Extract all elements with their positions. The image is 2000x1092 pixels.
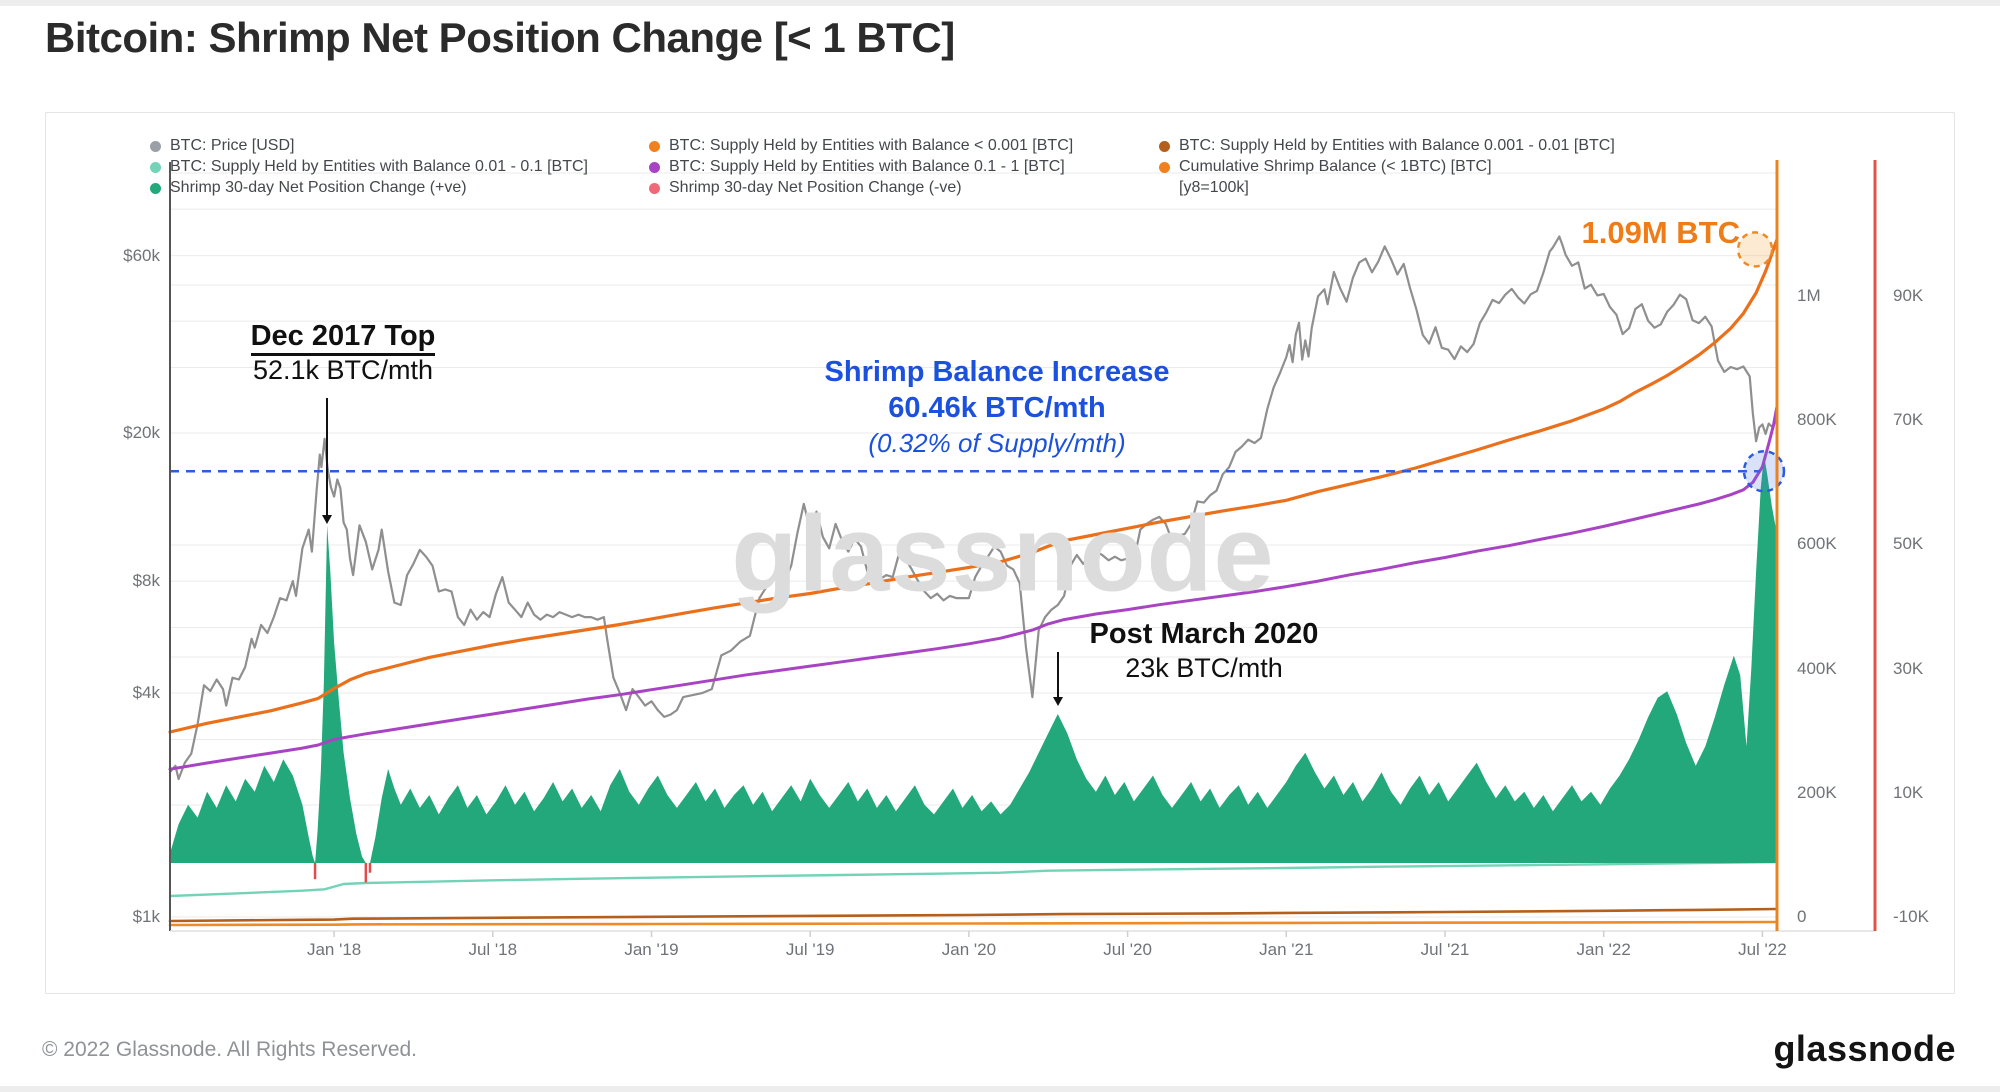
- annotation-dec-2017-title: Dec 2017 Top: [250, 320, 436, 356]
- footer-copyright: © 2022 Glassnode. All Rights Reserved.: [42, 1038, 418, 1061]
- annotation-shrimp-title: Shrimp Balance Increase: [824, 356, 1170, 388]
- annotation-arrow-post-march: [1053, 652, 1063, 706]
- top-edge-strip: [0, 0, 2000, 6]
- annotation-dec-2017-value: 52.1k BTC/mth: [252, 355, 434, 386]
- glassnode-watermark: glassnode: [731, 492, 1275, 614]
- supply_001_01-line: [168, 860, 1779, 898]
- supply_01_1-line: [168, 406, 1779, 771]
- net-position-change-positive-area: [170, 454, 1777, 863]
- annotation-shrimp-balance: Shrimp Balance Increase 60.46k BTC/mth (…: [787, 354, 1207, 459]
- cumulative-line: [168, 238, 1779, 734]
- annotation-post-march-title: Post March 2020: [1089, 618, 1319, 650]
- page-title: Bitcoin: Shrimp Net Position Change [< 1…: [45, 14, 955, 61]
- annotation-arrow-dec-2017: [322, 398, 332, 524]
- annotation-shrimp-value: 60.46k BTC/mth: [888, 392, 1106, 425]
- annotation-shrimp-sub: (0.32% of Supply/mth): [868, 427, 1126, 458]
- annotation-cumulative-balance: 1.09M BTC: [1581, 215, 1740, 250]
- bottom-edge-strip: [0, 1086, 2000, 1092]
- price-line: [168, 235, 1778, 781]
- highlight-circle: [1736, 231, 1774, 268]
- supply_0001_001-line: [168, 907, 1779, 923]
- glassnode-logo: glassnode: [1773, 1028, 1956, 1069]
- highlight-circle: [1742, 449, 1786, 493]
- supply_lt0001-line: [168, 920, 1779, 927]
- annotation-post-march-2020: Post March 2020 23k BTC/mth: [1034, 616, 1374, 686]
- annotation-post-march-value: 23k BTC/mth: [1125, 653, 1283, 684]
- annotation-dec-2017-top: Dec 2017 Top 52.1k BTC/mth: [218, 318, 468, 388]
